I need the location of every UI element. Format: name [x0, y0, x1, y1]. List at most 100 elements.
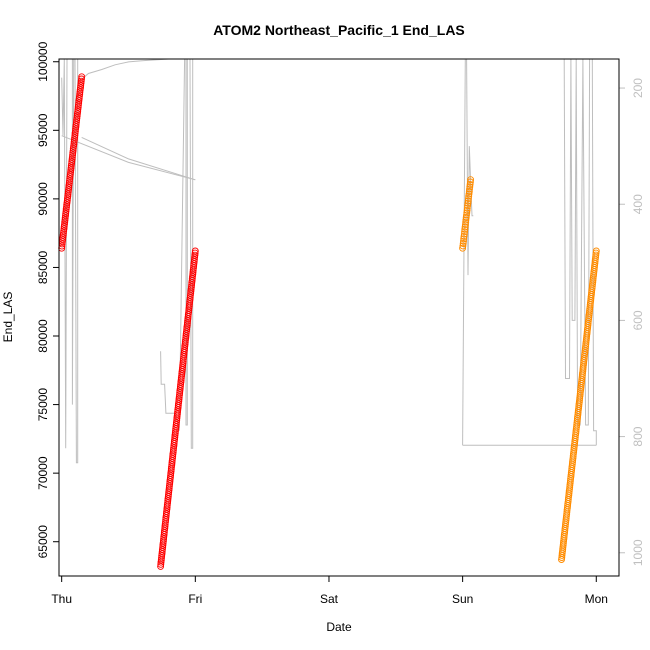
data-point: [157, 558, 165, 566]
data-point: [463, 204, 471, 212]
data-point: [168, 459, 176, 467]
data-point: [177, 380, 185, 388]
data-point: [78, 75, 85, 83]
data-point: [465, 192, 473, 200]
chart-title: ATOM2 Northeast_Pacific_1 End_LAS: [213, 22, 465, 38]
data-point: [163, 507, 171, 515]
data-point: [464, 199, 472, 207]
data-point: [179, 359, 187, 367]
y-tick-label: 75000: [36, 388, 50, 422]
series-3: [558, 247, 600, 563]
data-point: [69, 149, 77, 157]
data-point: [190, 256, 198, 263]
data-point: [77, 77, 85, 85]
data-point: [61, 214, 69, 222]
data-point: [74, 105, 82, 113]
data-point: [70, 136, 78, 144]
data-point: [460, 235, 468, 243]
data-point: [165, 486, 173, 494]
data-point: [70, 142, 78, 150]
data-point: [175, 395, 183, 403]
data-point: [67, 168, 75, 176]
series-1: [157, 247, 199, 570]
x-tick-label: Mon: [585, 592, 608, 606]
data-point: [69, 151, 77, 159]
data-point: [73, 112, 81, 120]
data-point: [59, 229, 67, 237]
y-tick-label: 70000: [36, 456, 50, 490]
data-point: [466, 178, 474, 186]
data-point: [463, 211, 470, 219]
y-tick-label: 90000: [36, 182, 50, 216]
data-point: [175, 393, 183, 401]
data-point: [66, 171, 74, 178]
line-series-7: [561, 58, 597, 446]
data-point: [74, 103, 82, 111]
data-point: [185, 306, 193, 314]
data-point: [157, 562, 165, 570]
data-point: [161, 522, 169, 530]
data-point: [165, 484, 173, 492]
x-tick-label: Sat: [320, 592, 339, 606]
data-point: [78, 73, 86, 81]
y-tick-label: 80000: [36, 319, 50, 353]
y-tick-label: 65000: [36, 525, 50, 559]
data-point: [72, 125, 80, 133]
data-point: [190, 258, 198, 266]
data-point: [62, 212, 69, 220]
data-point: [171, 433, 179, 441]
data-point: [68, 158, 76, 165]
data-point: [61, 218, 69, 226]
data-point: [181, 344, 189, 352]
data-point: [59, 236, 67, 244]
data-point: [466, 185, 473, 193]
data-point: [189, 270, 197, 278]
y-tick-label: 100000: [36, 41, 50, 81]
data-point: [166, 474, 174, 481]
series-2: [459, 176, 475, 252]
data-point: [178, 370, 186, 378]
data-point: [77, 79, 85, 87]
data-point: [461, 221, 469, 229]
y-tick-label: 95000: [36, 113, 50, 147]
data-point: [459, 244, 467, 252]
data-point: [164, 497, 172, 505]
data-point: [164, 499, 172, 507]
y2-tick-label: 1000: [631, 539, 645, 566]
data-point: [157, 560, 165, 568]
data-point: [171, 435, 179, 443]
data-point: [460, 237, 467, 245]
data-point: [459, 242, 467, 250]
data-points: [58, 73, 600, 570]
data-point: [173, 410, 181, 418]
data-point: [75, 92, 83, 100]
data-point: [174, 406, 182, 414]
y2-tick-label: 400: [631, 194, 645, 214]
line-series-5: [462, 58, 474, 446]
data-point: [76, 88, 84, 96]
data-point: [461, 228, 469, 236]
data-point: [64, 190, 72, 198]
data-point: [460, 232, 468, 240]
data-point: [68, 155, 76, 163]
data-point: [462, 214, 470, 221]
data-point: [164, 495, 172, 503]
axes: Thu Fri Sat Sun Mon 65000 70000 75000 80000 85000…: [36, 41, 645, 606]
data-point: [169, 448, 177, 456]
y2-tick-label: 600: [631, 310, 645, 330]
data-point: [162, 510, 170, 517]
data-point: [461, 225, 469, 233]
line-series-1: [81, 58, 463, 80]
data-point: [63, 199, 71, 207]
data-point: [162, 512, 170, 520]
data-point: [160, 535, 168, 543]
data-point: [160, 533, 168, 541]
data-point: [158, 546, 166, 553]
data-point: [178, 372, 186, 380]
data-point: [465, 190, 473, 198]
data-point: [74, 108, 82, 115]
data-point: [161, 520, 169, 528]
data-point: [73, 114, 81, 122]
data-point: [176, 385, 184, 393]
